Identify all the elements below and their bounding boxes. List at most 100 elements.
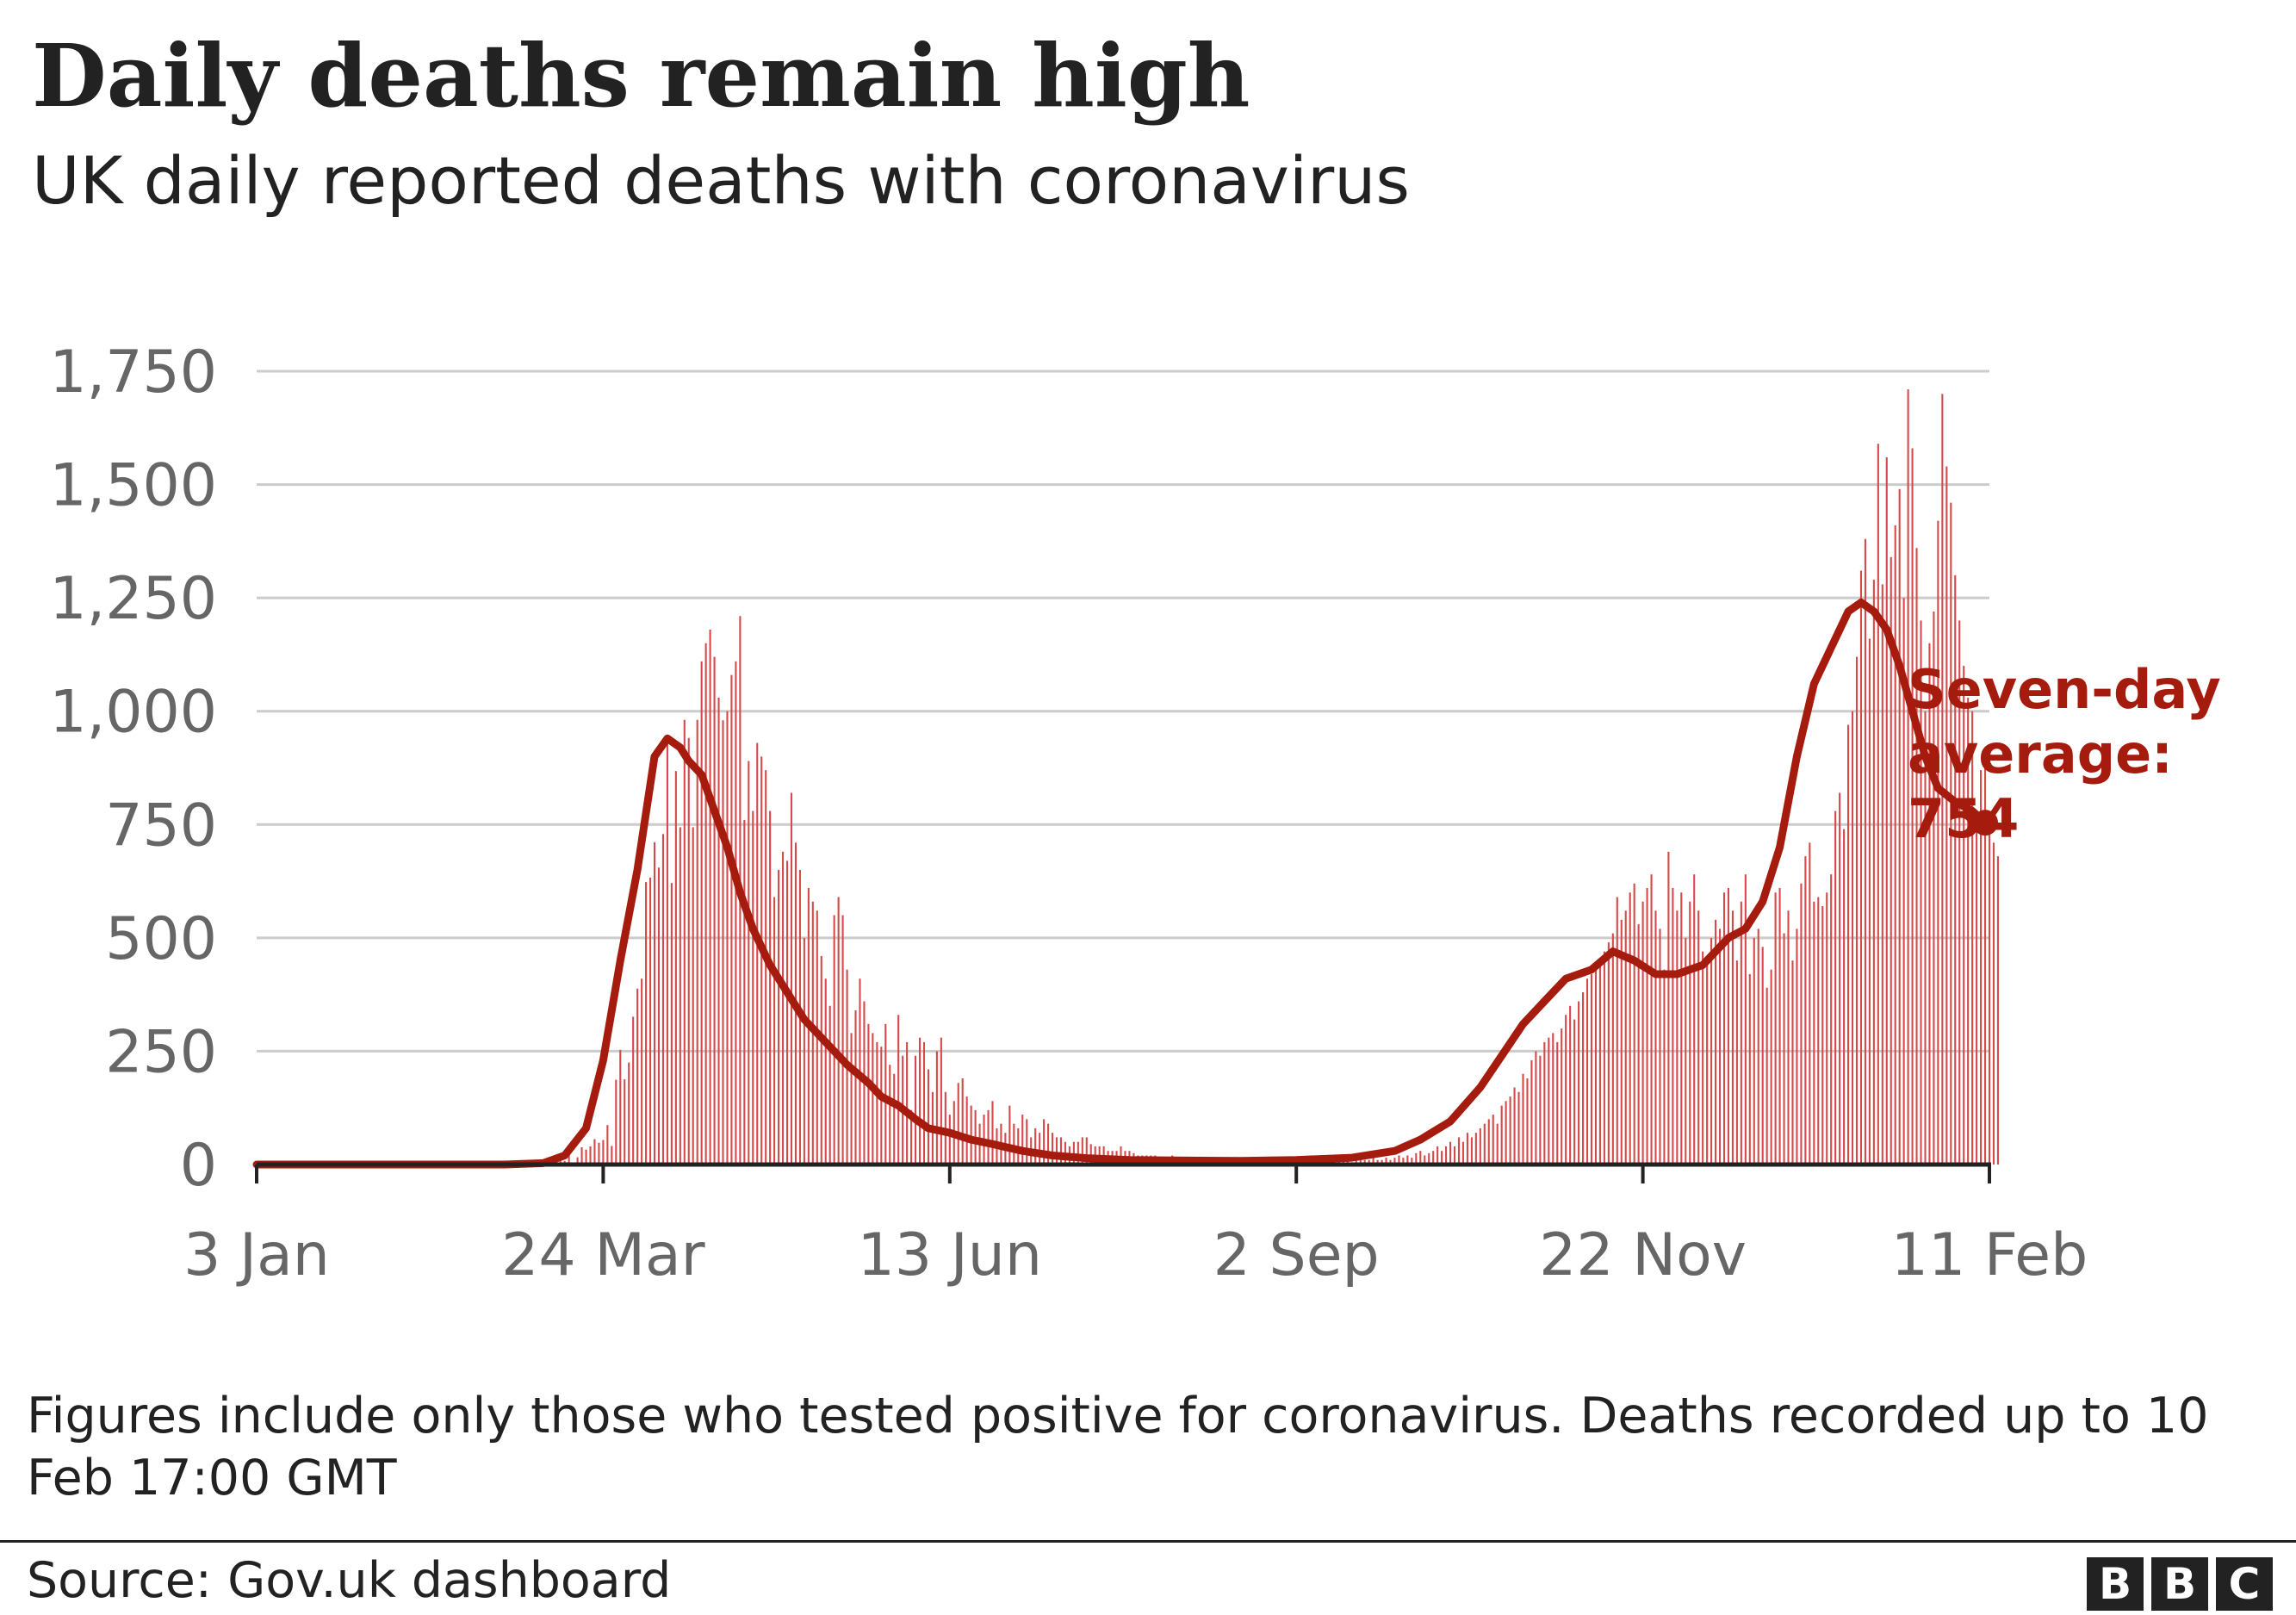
daily-bar [1376,1159,1379,1165]
daily-bar [1624,910,1627,1165]
daily-bar [897,1015,900,1165]
daily-bar [790,792,793,1165]
y-tick-label: 250 [105,1018,217,1086]
daily-bar [687,737,690,1165]
daily-bar [1851,711,1854,1165]
daily-bar [1693,874,1696,1165]
daily-bar [1663,969,1666,1165]
daily-bar [1342,1159,1344,1165]
daily-bar [833,915,835,1165]
seven-day-average-line [252,598,1989,1169]
daily-bar [1081,1137,1083,1165]
daily-bar [782,851,785,1165]
x-axis-ticks: 3 Jan 24 Mar 13 Jun 2 Sep 22 Nov 11 Feb [183,1165,2088,1289]
y-tick-label: 1,500 [49,452,217,520]
daily-bar [1629,892,1631,1165]
daily-bar [1492,1115,1494,1165]
daily-bar [1817,897,1820,1165]
daily-bar [1646,887,1648,1165]
daily-bar [765,770,767,1165]
daily-bar [1980,770,1983,1165]
daily-bar [1402,1158,1405,1165]
daily-bar [1877,444,1879,1165]
daily-bar [1611,933,1614,1165]
daily-bar [1971,711,1974,1165]
y-tick-label: 750 [105,792,217,860]
daily-bar [1385,1158,1387,1165]
daily-bar [1813,901,1815,1165]
daily-bar [1954,575,1957,1165]
daily-bar [1963,666,1965,1165]
daily-bar [1915,548,1918,1165]
daily-bar [1552,1033,1554,1165]
footnote: Figures include only those who tested po… [27,1388,2209,1506]
daily-bar [1500,1105,1503,1165]
daily-bar [1398,1155,1400,1165]
daily-bar [889,1065,891,1165]
daily-bar [1641,901,1644,1165]
daily-bar [1796,929,1798,1165]
daily-bar [1590,973,1593,1165]
daily-bar [1633,883,1635,1165]
daily-bar [1967,697,1970,1165]
daily-bar [1855,656,1859,1165]
daily-bar [709,629,711,1165]
daily-bar [679,827,681,1165]
daily-bar [1607,942,1610,1165]
daily-bar [1487,1119,1490,1165]
daily-bar [1945,466,1948,1165]
daily-bar [1864,538,1866,1165]
daily-bar [1381,1159,1383,1165]
daily-bar [1424,1155,1426,1165]
daily-bar [970,1105,972,1165]
daily-bar [1976,829,1978,1165]
daily-bar [837,897,840,1165]
daily-bar [1830,874,1833,1165]
daily-bar [1470,1137,1473,1165]
daily-bar [1021,1115,1024,1165]
daily-bar [773,897,776,1165]
daily-bar [1659,929,1661,1165]
daily-bar [717,697,720,1165]
daily-bar [1389,1159,1392,1165]
daily-bar [1753,937,1755,1165]
daily-bar [1565,1015,1567,1165]
daily-bar [1748,973,1751,1165]
daily-bar [593,1139,596,1165]
daily-bar [576,1157,579,1165]
daily-bar [1089,1144,1092,1165]
daily-bar [661,834,664,1165]
daily-bar [632,1016,635,1165]
daily-bar [1697,910,1700,1165]
daily-bar [1715,919,1717,1165]
daily-bar [1791,960,1794,1165]
x-tick-label: 3 Jan [183,1221,330,1289]
daily-bar [1594,969,1597,1165]
daily-bar [1445,1146,1448,1165]
daily-bar [1787,910,1790,1165]
daily-bar [915,1055,917,1165]
daily-bar [1453,1146,1456,1165]
daily-bar [1077,1141,1079,1165]
daily-bar [1718,929,1722,1165]
daily-bar [1706,955,1709,1165]
daily-bar [636,988,639,1165]
daily-bar [1055,1137,1058,1165]
daily-bar [785,860,789,1165]
daily-bar [876,1041,878,1165]
daily-bar [867,1023,870,1165]
daily-bar [1573,1019,1576,1165]
x-tick-label: 24 Mar [501,1221,704,1289]
daily-bar [1735,960,1738,1165]
daily-bar [1603,951,1605,1165]
daily-bar [1582,992,1585,1165]
daily-bar [589,1146,592,1165]
daily-bar [1826,892,1828,1165]
daily-bar [1406,1155,1409,1165]
daily-bar [1809,842,1811,1165]
daily-bar [1702,951,1704,1165]
annotation-value: 754 [1908,787,2019,850]
daily-bar [1924,711,1927,1165]
daily-bar [1034,1127,1037,1165]
daily-bar [1428,1152,1430,1165]
